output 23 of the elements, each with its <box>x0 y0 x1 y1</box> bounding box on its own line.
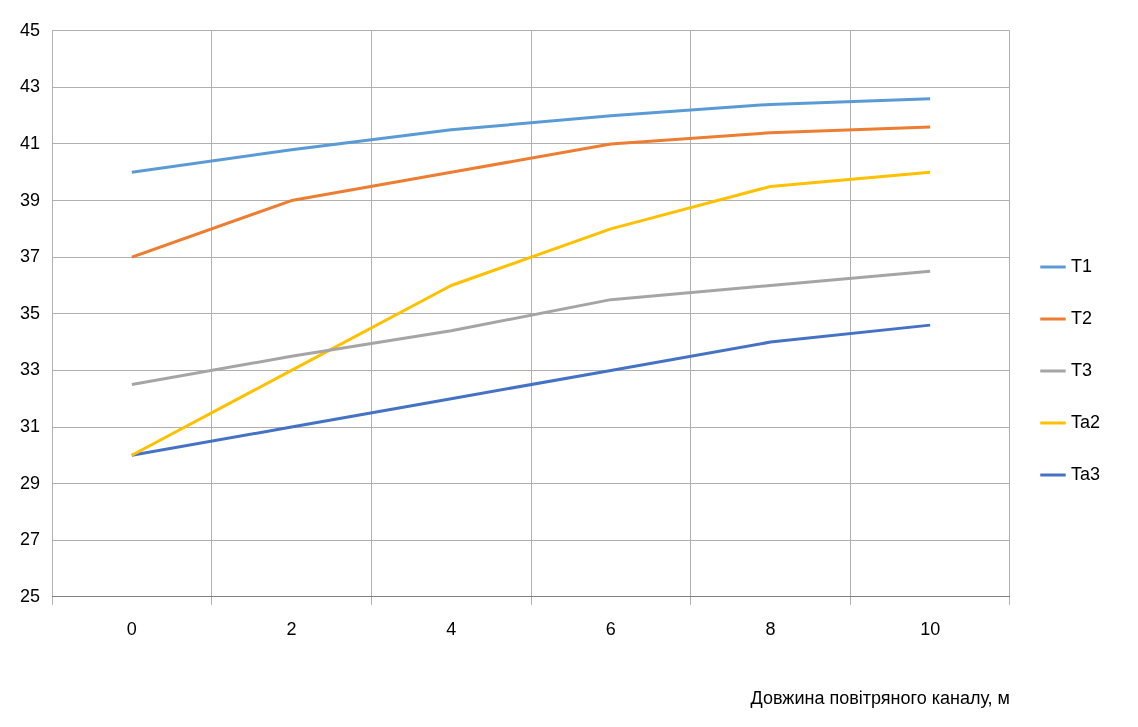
legend-label: Ta3 <box>1070 463 1101 484</box>
x-tick-label: 0 <box>126 618 137 639</box>
x-tick-label: 2 <box>286 618 297 639</box>
y-tick-label: 39 <box>19 189 41 210</box>
legend-label: T1 <box>1070 255 1092 276</box>
y-tick-label: 35 <box>19 302 41 323</box>
y-tick-label: 45 <box>19 19 41 40</box>
x-tick-label: 10 <box>920 618 941 639</box>
legend-label: T3 <box>1070 359 1092 380</box>
legend-label: Ta2 <box>1070 411 1101 432</box>
y-tick-label: 29 <box>19 472 41 493</box>
y-tick-label: 37 <box>19 246 41 267</box>
y-tick-label: 31 <box>19 415 41 436</box>
y-tick-label: 41 <box>19 132 41 153</box>
y-tick-label: 43 <box>19 76 41 97</box>
y-tick-label: 33 <box>19 359 41 380</box>
y-tick-label: 27 <box>19 529 41 550</box>
x-axis-title: Довжина повітряного каналу, м <box>750 688 1010 709</box>
y-tick-label: 25 <box>19 585 41 606</box>
x-tick-label: 8 <box>765 618 776 639</box>
x-tick-label: 4 <box>446 618 457 639</box>
x-tick-label: 6 <box>605 618 616 639</box>
legend-label: T2 <box>1070 307 1092 328</box>
